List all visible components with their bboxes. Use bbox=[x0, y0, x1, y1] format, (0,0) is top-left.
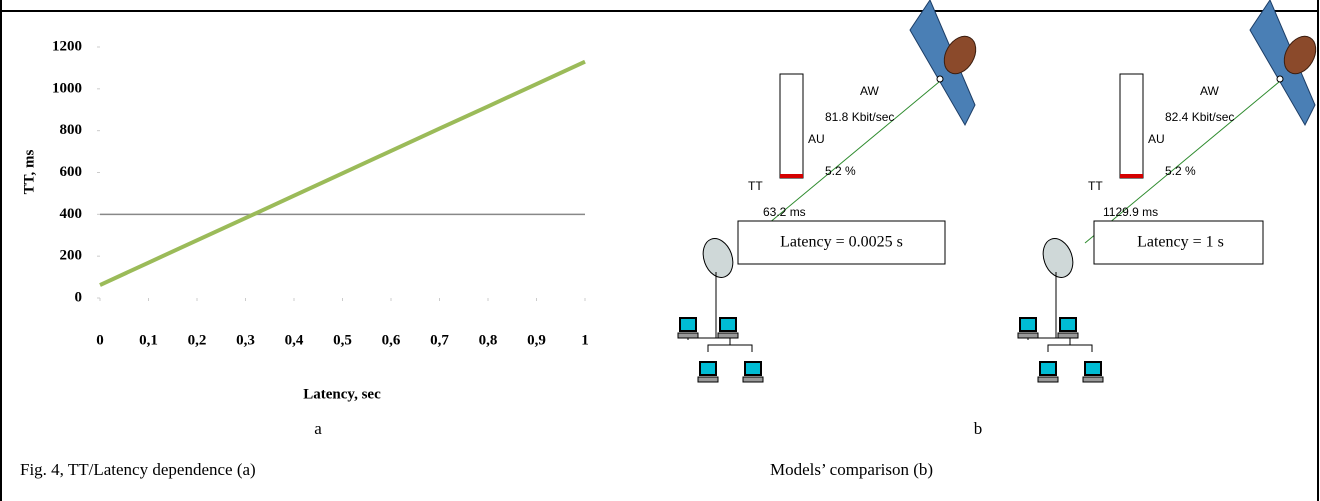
computer-base bbox=[697, 376, 719, 383]
x-tick-label: 0,1 bbox=[139, 332, 158, 348]
au-gauge bbox=[1119, 73, 1144, 179]
network bbox=[1047, 344, 1093, 352]
x-tick-label: 0,3 bbox=[236, 332, 255, 348]
computer-base bbox=[1037, 376, 1059, 383]
au-label: AU bbox=[808, 132, 825, 146]
computer-screen bbox=[1019, 317, 1037, 332]
utilization: 5.2 % bbox=[825, 164, 856, 178]
computer-screen bbox=[1084, 361, 1102, 376]
au-label: AU bbox=[1148, 132, 1165, 146]
x-tick-label: 0,4 bbox=[285, 332, 304, 348]
computer-screen bbox=[719, 317, 737, 332]
y-tick-label: 1200 bbox=[52, 38, 82, 54]
latency-box bbox=[1093, 220, 1264, 265]
latency: Latency = 0.0025 s bbox=[780, 234, 903, 251]
y-tick-label: 400 bbox=[60, 206, 83, 222]
computer-base bbox=[677, 332, 699, 339]
y-tick-label: 0 bbox=[75, 289, 83, 305]
x-tick-label: 1 bbox=[581, 332, 589, 348]
link bbox=[1084, 76, 1286, 244]
y-tick-label: 800 bbox=[60, 122, 83, 138]
panel-label: a bbox=[314, 419, 322, 438]
y-tick-label: 600 bbox=[60, 164, 83, 180]
latency-box bbox=[737, 220, 946, 265]
computer-base bbox=[742, 376, 764, 383]
x-tick-label: 0,7 bbox=[430, 332, 449, 348]
network bbox=[688, 292, 728, 339]
x-tick-label: 0,2 bbox=[188, 332, 207, 348]
x-tick-label: 0,6 bbox=[382, 332, 401, 348]
satellite-node bbox=[936, 75, 944, 83]
y-tick-label: 200 bbox=[60, 248, 83, 264]
x-axis-label: Latency, sec bbox=[303, 386, 381, 402]
satellite-panel bbox=[909, 0, 976, 127]
throughput: 81.8 Kbit/sec bbox=[825, 110, 894, 124]
au-gauge bbox=[779, 73, 804, 179]
tt-label: TT bbox=[1088, 179, 1103, 193]
aw-label: AW bbox=[1200, 84, 1220, 98]
tt-value: 63.2 ms bbox=[763, 205, 806, 219]
computer-base bbox=[1057, 332, 1079, 339]
tt-value: 1129.9 ms bbox=[1103, 205, 1158, 219]
computer-screen bbox=[744, 361, 762, 376]
caption: Models’ comparison (b) bbox=[770, 460, 933, 479]
link bbox=[744, 76, 946, 244]
au-gauge-fill bbox=[1120, 174, 1143, 178]
computer-base bbox=[1017, 332, 1039, 339]
au-gauge-fill bbox=[780, 174, 803, 178]
network bbox=[1028, 292, 1068, 339]
satellite-body bbox=[1283, 35, 1317, 75]
x-tick-label: 0,9 bbox=[527, 332, 546, 348]
computer-screen bbox=[1059, 317, 1077, 332]
x-tick-label: 0,8 bbox=[479, 332, 498, 348]
dish bbox=[1042, 238, 1074, 278]
computer-screen bbox=[1039, 361, 1057, 376]
dish bbox=[702, 238, 734, 278]
satellite-node bbox=[1276, 75, 1284, 83]
caption: Fig. 4, TT/Latency dependence (a) bbox=[20, 460, 256, 479]
latency: Latency = 1 s bbox=[1137, 234, 1224, 251]
throughput: 82.4 Kbit/sec bbox=[1165, 110, 1234, 124]
computer-screen bbox=[679, 317, 697, 332]
panel-label: b bbox=[974, 419, 983, 438]
data-line bbox=[99, 59, 586, 287]
x-tick-label: 0,5 bbox=[333, 332, 352, 348]
aw-label: AW bbox=[860, 84, 880, 98]
satellite-panel bbox=[1249, 0, 1316, 127]
network bbox=[707, 344, 753, 352]
computer-base bbox=[717, 332, 739, 339]
y-axis-label: TT, ms bbox=[21, 149, 37, 194]
x-tick-label: 0 bbox=[96, 332, 104, 348]
computer-screen bbox=[699, 361, 717, 376]
satellite-body bbox=[943, 35, 977, 75]
tt-label: TT bbox=[748, 179, 763, 193]
computer-base bbox=[1082, 376, 1104, 383]
utilization: 5.2 % bbox=[1165, 164, 1196, 178]
y-tick-label: 1000 bbox=[52, 80, 82, 96]
